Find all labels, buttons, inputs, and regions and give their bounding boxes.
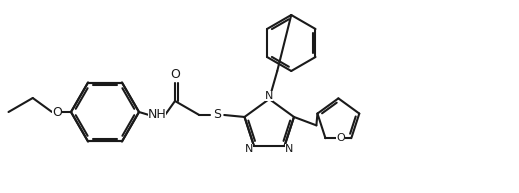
Text: O: O xyxy=(336,133,345,143)
Text: N: N xyxy=(245,144,253,154)
Text: S: S xyxy=(213,108,221,122)
Text: N: N xyxy=(265,91,274,101)
Text: O: O xyxy=(170,69,180,81)
Text: N: N xyxy=(285,144,294,154)
Text: NH: NH xyxy=(147,108,167,122)
Text: O: O xyxy=(52,106,62,119)
